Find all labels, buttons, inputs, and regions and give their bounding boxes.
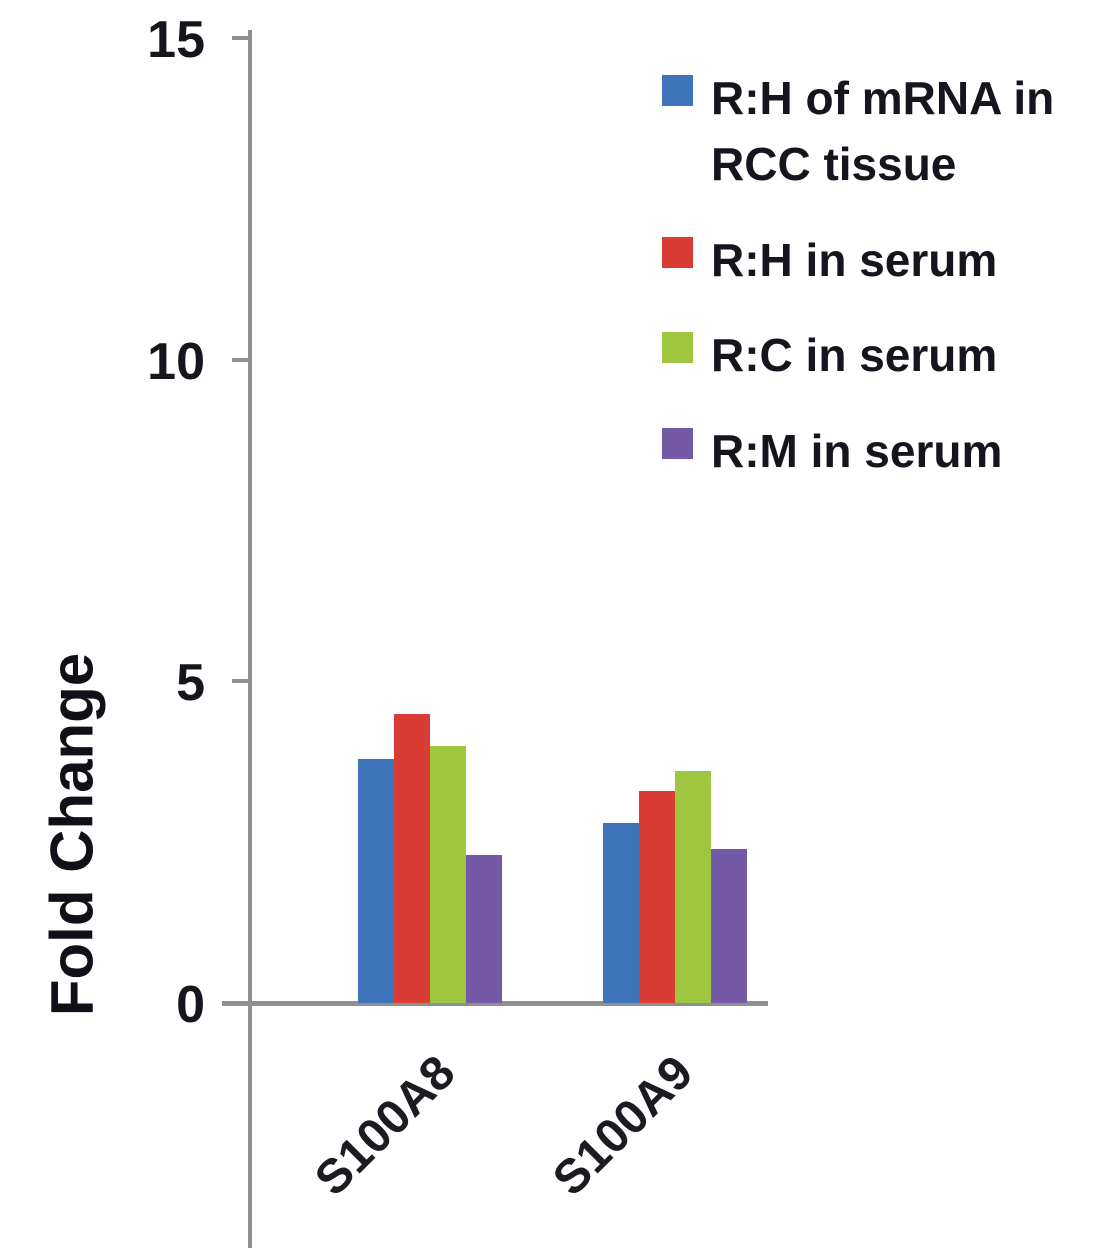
legend-label: R:H of mRNA in RCC tissue bbox=[711, 72, 1055, 190]
bar bbox=[358, 758, 394, 1003]
legend-label: R:H in serum bbox=[711, 233, 998, 286]
y-tick-mark bbox=[232, 1001, 252, 1005]
x-axis-line bbox=[222, 1001, 768, 1006]
legend-swatch-icon bbox=[662, 236, 693, 268]
legend-item: R:C in serum bbox=[662, 323, 1054, 389]
x-category-label: S100A8 bbox=[305, 1045, 466, 1207]
legend-swatch-icon bbox=[662, 75, 693, 106]
legend-swatch-icon bbox=[662, 332, 693, 364]
legend-label: R:M in serum bbox=[711, 425, 1003, 478]
bar bbox=[711, 848, 747, 1003]
y-axis-line bbox=[248, 30, 252, 1248]
x-category-label: S100A9 bbox=[543, 1045, 704, 1207]
legend-item: R:M in serum bbox=[662, 419, 1054, 485]
bar bbox=[430, 745, 466, 1003]
y-tick-label: 15 bbox=[147, 11, 205, 70]
legend: R:H of mRNA in RCC tissue R:H in serum R:C … bbox=[662, 66, 1054, 485]
bar bbox=[675, 771, 711, 1003]
y-tick-mark bbox=[232, 36, 252, 41]
y-axis-title: Fold Change bbox=[38, 652, 106, 1017]
y-tick-label: 10 bbox=[147, 332, 205, 391]
bar bbox=[466, 855, 502, 1003]
y-tick-mark bbox=[232, 357, 252, 362]
y-tick-mark bbox=[232, 679, 252, 684]
y-tick-label: 5 bbox=[176, 654, 205, 713]
legend-item: R:H of mRNA in RCC tissue bbox=[662, 66, 1054, 198]
legend-item: R:H in serum bbox=[662, 228, 1054, 294]
bar bbox=[639, 790, 675, 1003]
bar bbox=[603, 822, 639, 1003]
legend-label: R:C in serum bbox=[711, 329, 998, 382]
bar bbox=[394, 713, 430, 1003]
legend-swatch-icon bbox=[662, 428, 693, 460]
y-tick-label: 0 bbox=[176, 976, 205, 1034]
